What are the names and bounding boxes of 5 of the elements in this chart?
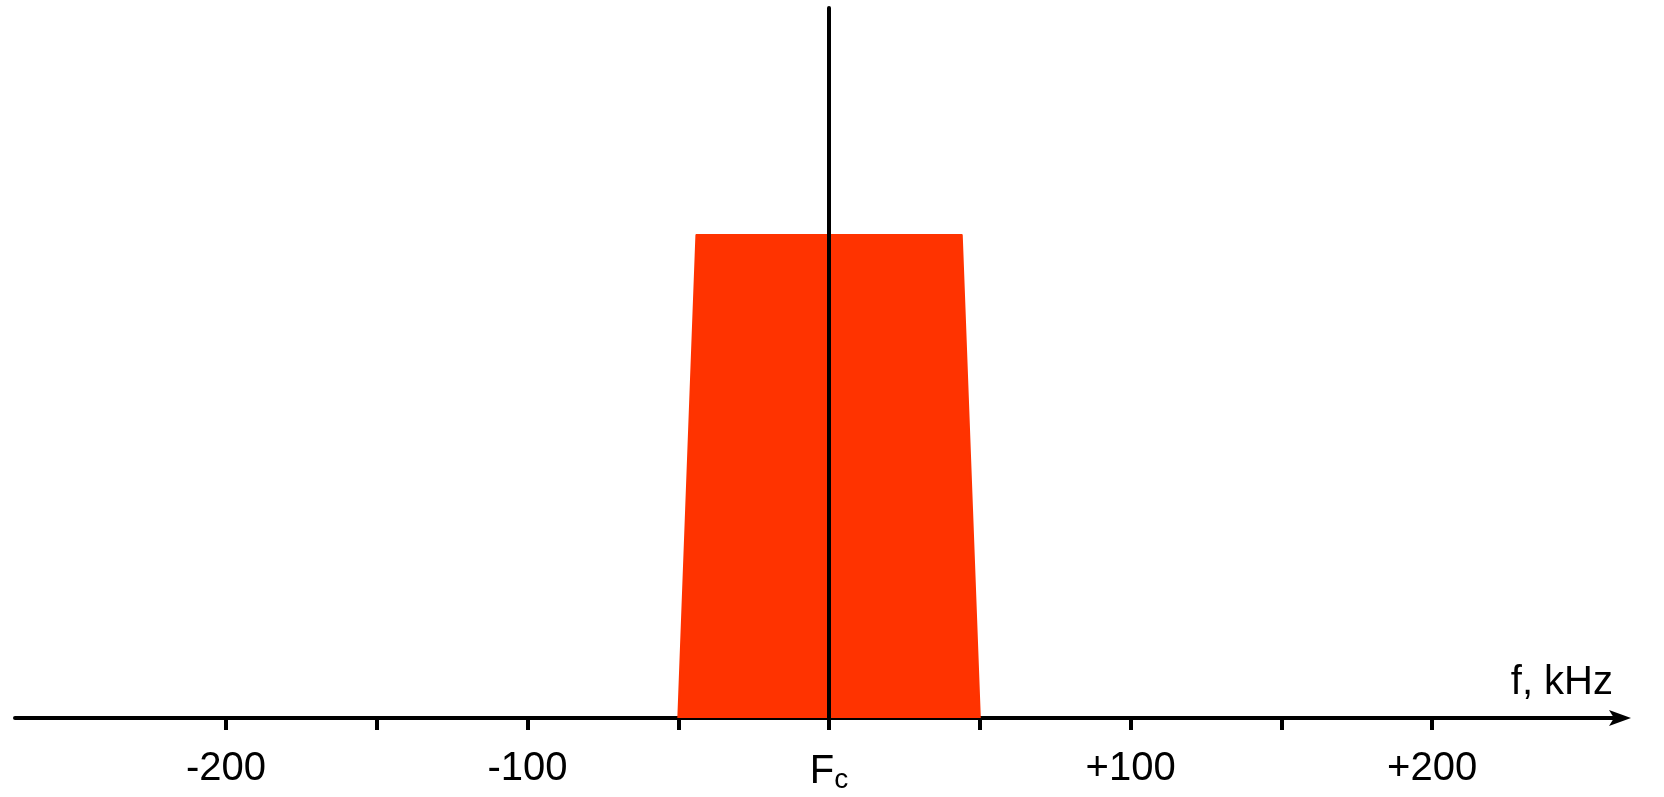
x-tick-label: +100 (1085, 744, 1176, 788)
x-tick-label: -100 (487, 744, 568, 788)
x-tick-label: -200 (186, 744, 267, 788)
x-tick-label: +200 (1387, 744, 1478, 788)
x-axis-title: f, kHz (1510, 658, 1613, 702)
